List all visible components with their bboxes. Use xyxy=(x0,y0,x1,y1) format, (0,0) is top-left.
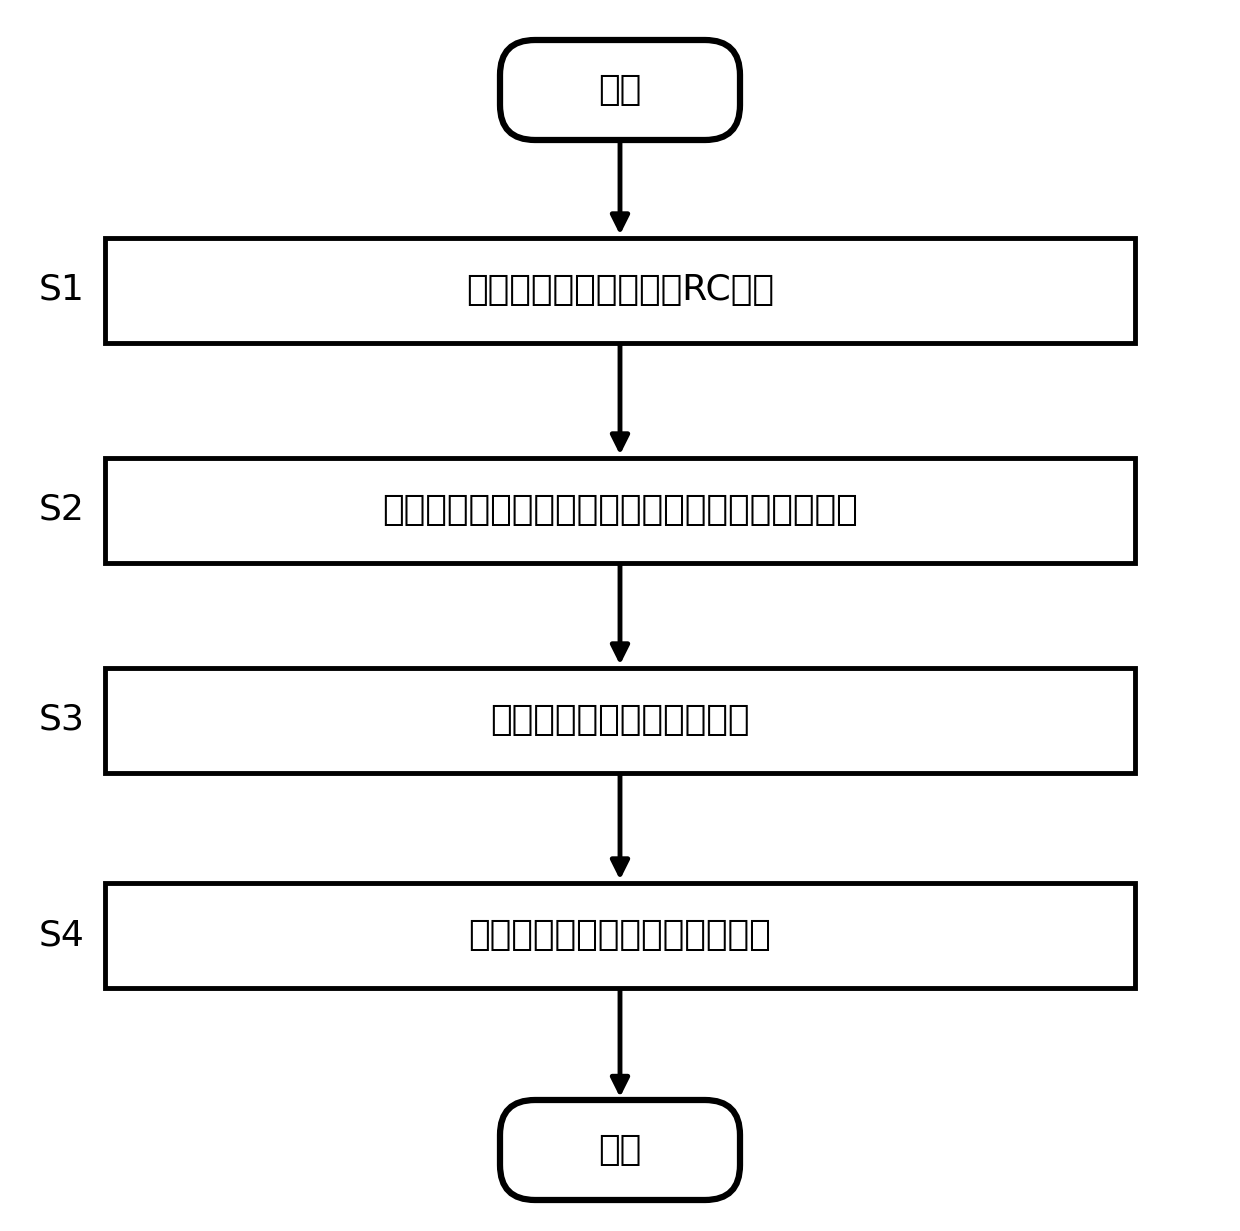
Text: 采集电流电压数据估计剩余电量: 采集电流电压数据估计剩余电量 xyxy=(469,918,771,952)
Bar xyxy=(105,238,1135,342)
Bar xyxy=(105,667,1135,773)
Text: S4: S4 xyxy=(40,918,84,952)
Bar xyxy=(105,883,1135,987)
FancyBboxPatch shape xyxy=(500,39,740,140)
Text: 开始: 开始 xyxy=(599,73,641,107)
Text: 建立锂电池分数阶二阶RC模型: 建立锂电池分数阶二阶RC模型 xyxy=(466,273,774,307)
Text: S3: S3 xyxy=(40,703,84,737)
Text: 设计基于分数阶模型的自适应扩展卡尔曼滤波算法: 设计基于分数阶模型的自适应扩展卡尔曼滤波算法 xyxy=(382,492,858,527)
Text: 辨识模型参数及非线性函数: 辨识模型参数及非线性函数 xyxy=(490,703,750,737)
Text: S1: S1 xyxy=(40,273,84,307)
Text: 结束: 结束 xyxy=(599,1133,641,1167)
FancyBboxPatch shape xyxy=(500,1101,740,1200)
Bar xyxy=(105,458,1135,563)
Text: S2: S2 xyxy=(40,492,84,527)
